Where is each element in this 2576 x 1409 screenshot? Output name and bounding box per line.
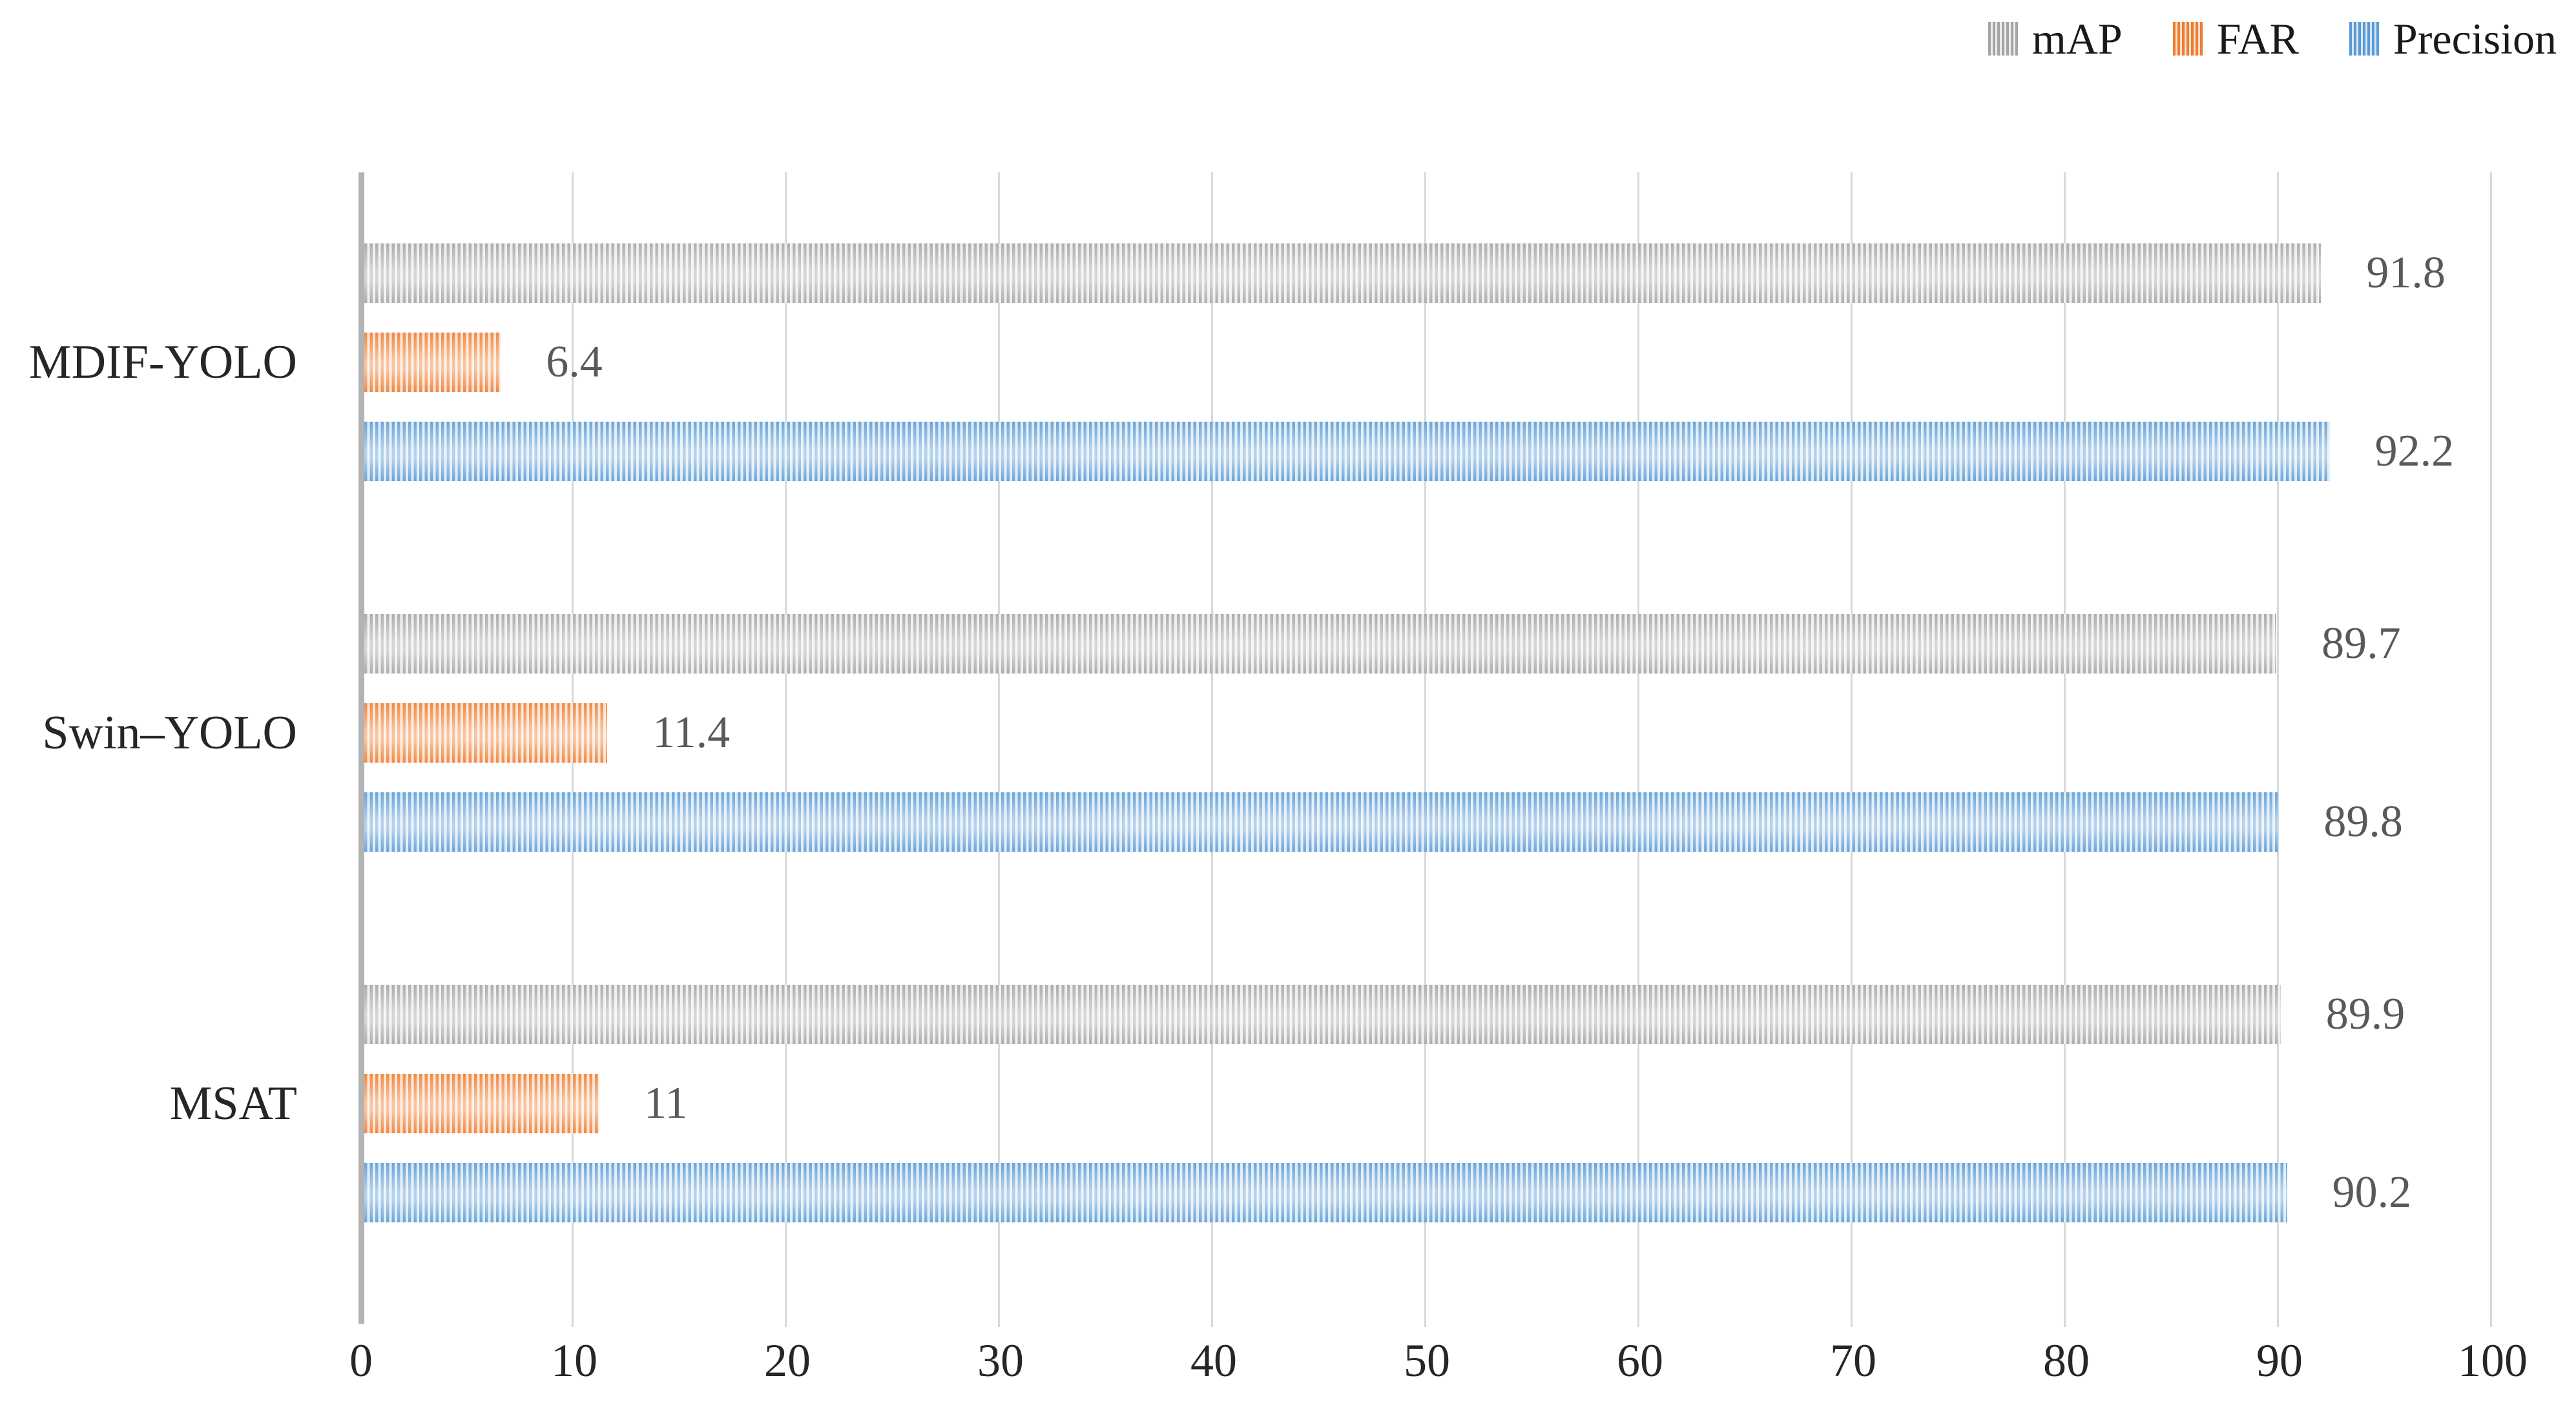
- x-tick-label-90: 90: [2256, 1335, 2303, 1386]
- gridline-80: [2064, 172, 2066, 1327]
- legend-label: Precision: [2393, 14, 2557, 63]
- gridline-40: [1211, 172, 1213, 1327]
- map-swatch-icon: [1988, 22, 2018, 56]
- bar-row-msat-map: 89.9: [364, 985, 2405, 1044]
- x-tick-label-80: 80: [2043, 1335, 2090, 1386]
- plot-area: 91.8 6.4 92.2 MDIF-YOLO 89.7 11.4 89.8 Swin–YOL…: [29, 172, 2492, 1327]
- category-label-swin-yolo: Swin–YOLO: [42, 706, 297, 759]
- legend-label: FAR: [2216, 14, 2299, 63]
- bar-value-label: 90.2: [2332, 1167, 2412, 1217]
- chart-legend: mAP FAR Precision: [1988, 17, 2557, 61]
- category-label-msat: MSAT: [169, 1077, 297, 1130]
- bar-row-mdif-yolo-map: 91.8: [364, 243, 2446, 303]
- bar-row-mdif-yolo-far: 6.4: [364, 333, 603, 392]
- legend-item-map: mAP: [1988, 17, 2123, 61]
- bar-value-label: 11: [644, 1078, 688, 1128]
- precision-bar: [364, 422, 2330, 481]
- far-bar: [364, 333, 501, 392]
- gridline-70: [1851, 172, 1853, 1327]
- precision-swatch-icon: [2349, 22, 2379, 56]
- x-tick-label-50: 50: [1404, 1335, 1450, 1386]
- bar-row-msat-far: 11: [364, 1074, 687, 1133]
- x-tick-label-40: 40: [1190, 1335, 1237, 1386]
- bar-row-swin-yolo-far: 11.4: [364, 703, 730, 763]
- legend-label: mAP: [2031, 14, 2123, 63]
- bar-row-swin-yolo-precision: 89.8: [364, 792, 2403, 852]
- bar-value-label: 89.9: [2325, 989, 2405, 1039]
- bar-value-label: 89.8: [2323, 797, 2403, 847]
- x-tick-label-100: 100: [2458, 1335, 2528, 1386]
- gridline-20: [785, 172, 787, 1327]
- far-swatch-icon: [2172, 22, 2203, 56]
- legend-item-far: FAR: [2172, 14, 2299, 63]
- x-tick-label-20: 20: [764, 1335, 811, 1386]
- bar-row-mdif-yolo-precision: 92.2: [364, 422, 2454, 481]
- bar-value-label: 11.4: [652, 708, 731, 757]
- x-tick-label-10: 10: [551, 1335, 597, 1386]
- precision-bar: [364, 792, 2279, 852]
- gridline-100: [2490, 172, 2492, 1327]
- map-bar: [364, 243, 2322, 303]
- bar-row-msat-precision: 90.2: [364, 1163, 2411, 1222]
- x-tick-label-70: 70: [1830, 1335, 1876, 1386]
- legend-item-precision: Precision: [2349, 17, 2557, 61]
- bar-value-label: 89.7: [2322, 619, 2401, 668]
- bar-value-label: 6.4: [546, 337, 603, 387]
- x-tick-label-60: 60: [1617, 1335, 1663, 1386]
- far-bar: [364, 703, 608, 763]
- gridline-50: [1424, 172, 1426, 1327]
- gridline-90: [2277, 172, 2279, 1327]
- y-axis-line: [358, 172, 364, 1324]
- bar-value-label: 92.2: [2374, 426, 2455, 476]
- map-bar: [364, 985, 2281, 1044]
- bar-row-swin-yolo-map: 89.7: [364, 614, 2401, 674]
- x-tick-label-0: 0: [349, 1335, 373, 1386]
- precision-bar: [364, 1163, 2287, 1222]
- gridline-30: [998, 172, 1000, 1327]
- x-tick-label-30: 30: [977, 1335, 1024, 1386]
- gridline-60: [1637, 172, 1639, 1327]
- map-bar: [364, 614, 2277, 674]
- category-label-mdif-yolo: MDIF-YOLO: [28, 336, 297, 389]
- far-bar: [364, 1074, 599, 1133]
- bar-value-label: 91.8: [2366, 248, 2446, 298]
